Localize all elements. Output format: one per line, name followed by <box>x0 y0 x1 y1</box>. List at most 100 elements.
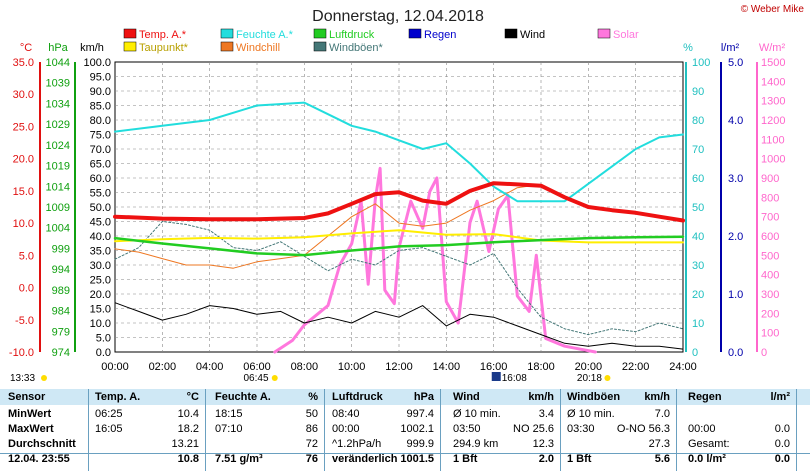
table-separator <box>440 389 441 471</box>
sunset-marker: 20:18 <box>577 373 602 384</box>
table-header-1: Temp. A. <box>95 391 141 403</box>
tick-temp-8: -5.0 <box>15 315 34 327</box>
table-cell: O-NO 56.3 <box>616 423 670 435</box>
table-cell: 08:40 <box>332 408 360 420</box>
table-cell: 7.51 g/m³ <box>215 453 263 465</box>
legend-swatch-6 <box>123 41 137 52</box>
table-cell: 86 <box>305 423 318 435</box>
tick-solar-7: 800 <box>761 192 779 204</box>
table-cell: 0.0 <box>774 453 790 465</box>
series-line-1 <box>114 101 684 203</box>
legend-label-4: Wind <box>520 29 545 41</box>
tick-wind-5: 75.0 <box>90 130 111 142</box>
table-cell: 18:15 <box>215 408 243 420</box>
table-cell: NO 25.6 <box>513 423 554 435</box>
table-header-3: Feuchte A. <box>215 391 271 403</box>
table-cell: 76 <box>305 453 318 465</box>
table-header-5: Luftdruck <box>332 391 383 403</box>
unit-solar: W/m² <box>759 42 786 54</box>
tick-rain-0: 5.0 <box>728 57 743 69</box>
table-cell: 1002.1 <box>400 423 434 435</box>
table-separator <box>796 389 797 471</box>
table-cell: 1 Bft <box>453 453 478 465</box>
tick-pressure-3: 1029 <box>46 119 70 131</box>
tick-temp-2: 25.0 <box>13 121 34 133</box>
table-cell: 07:10 <box>215 423 243 435</box>
table-cell: 50 <box>305 408 318 420</box>
tick-rain-2: 3.0 <box>728 173 743 185</box>
tick-pressure-1: 1039 <box>46 78 70 90</box>
x-tick-11: 22:00 <box>622 361 650 373</box>
table-header-9: Windböen <box>567 391 621 403</box>
tick-wind-0: 100.0 <box>83 57 111 69</box>
legend-label-0: Temp. A.* <box>139 29 187 41</box>
tick-solar-0: 1500 <box>761 57 785 69</box>
tick-wind-13: 35.0 <box>90 246 111 258</box>
tick-pressure-6: 1014 <box>46 181 70 193</box>
tick-wind-17: 15.0 <box>90 304 111 316</box>
sunset-dot <box>604 375 611 381</box>
table-separator <box>560 389 561 471</box>
tick-solar-10: 500 <box>761 250 779 262</box>
tick-wind-10: 50.0 <box>90 202 111 214</box>
table-cell: MaxWert <box>8 423 54 435</box>
tick-humidity-10: 0 <box>692 347 698 359</box>
x-tick-12: 24:00 <box>669 361 697 373</box>
tick-rain-4: 1.0 <box>728 289 743 301</box>
table-cell: 3.4 <box>538 408 554 420</box>
legend-label-3: Regen <box>424 29 456 41</box>
tick-humidity-9: 10 <box>692 318 704 330</box>
tick-pressure-12: 984 <box>52 306 70 318</box>
legend-label-5: Solar <box>613 29 639 41</box>
tick-rain-5: 0.0 <box>728 347 743 359</box>
tick-wind-1: 95.0 <box>90 72 111 84</box>
unit-pressure: hPa <box>48 42 68 54</box>
tick-pressure-14: 974 <box>52 347 70 359</box>
table-cell: MinWert <box>8 408 52 420</box>
tick-rain-3: 2.0 <box>728 231 743 243</box>
x-tick-10: 20:00 <box>575 361 603 373</box>
series-line-2 <box>113 235 685 257</box>
table-cell: 72 <box>305 438 318 450</box>
tick-wind-19: 5.0 <box>96 333 111 345</box>
table-header-8: km/h <box>528 391 554 403</box>
table-cell: Durchschnitt <box>8 438 76 450</box>
table-header-6: hPa <box>413 391 434 403</box>
table-cell: 1001.5 <box>400 453 434 465</box>
table-header-12: l/m² <box>770 391 790 403</box>
tick-solar-14: 100 <box>761 328 779 340</box>
tick-temp-9: -10.0 <box>9 347 34 359</box>
tick-pressure-7: 1009 <box>46 202 70 214</box>
tick-humidity-6: 40 <box>692 231 704 243</box>
weather-chart: Donnerstag, 12.04.2018 Temp. A.* Feuchte A… <box>9 8 786 384</box>
x-tick-5: 10:00 <box>338 361 366 373</box>
chart-title: Donnerstag, 12.04.2018 <box>312 8 484 25</box>
table-cell: Ø 10 min. <box>567 408 615 420</box>
table-cell: 03:50 <box>453 423 481 435</box>
tick-humidity-3: 70 <box>692 144 704 156</box>
table-cell: 0.0 l/m² <box>688 453 726 465</box>
table-cell: 5.6 <box>654 453 670 465</box>
now-dot <box>41 375 47 381</box>
tick-pressure-11: 989 <box>52 285 70 297</box>
legend-label-1: Feuchte A.* <box>236 29 294 41</box>
unit-wind: km/h <box>80 42 104 54</box>
series-line-0 <box>113 181 685 223</box>
legend-swatch-0 <box>123 28 137 39</box>
table-row-separator <box>0 453 810 454</box>
tick-solar-3: 1200 <box>761 115 785 127</box>
tick-pressure-8: 1004 <box>46 223 70 235</box>
tick-solar-2: 1300 <box>761 96 785 108</box>
table-cell: 12.3 <box>532 438 554 450</box>
tick-humidity-2: 80 <box>692 115 704 127</box>
tick-pressure-0: 1044 <box>46 57 70 69</box>
legend-label-8: Windböen* <box>329 42 384 54</box>
tick-wind-4: 80.0 <box>90 115 111 127</box>
x-tick-8: 16:00 <box>480 361 508 373</box>
tick-solar-11: 400 <box>761 270 779 282</box>
tick-wind-9: 55.0 <box>90 188 111 200</box>
tick-pressure-13: 979 <box>52 326 70 338</box>
tick-solar-12: 300 <box>761 289 779 301</box>
table-cell: 0.0 <box>774 423 790 435</box>
series-line-5 <box>114 302 684 350</box>
